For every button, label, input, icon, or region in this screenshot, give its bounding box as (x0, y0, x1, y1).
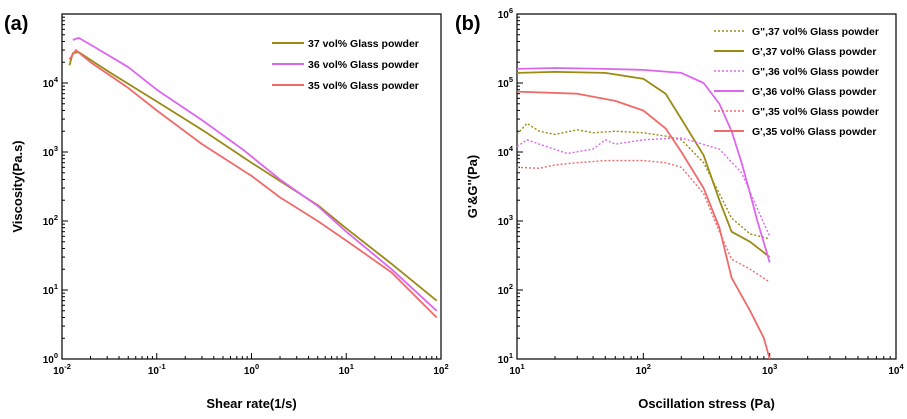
y-tick-label: 101 (498, 351, 513, 366)
panel-b-modulus-chart: 101 102 103 104 101 102 103 104 105 106 Oscillatio… (455, 6, 904, 411)
x-tick-label: 102 (433, 362, 448, 377)
y-tick-label: 105 (498, 75, 513, 90)
x-tick-label: 10-2 (53, 362, 71, 377)
x-tick-label: 10-1 (148, 362, 166, 377)
series-line-35-vol-glass-powder (68, 49, 438, 319)
legend-label: G',35 vol% Glass powder (752, 126, 876, 138)
y-tick-label: 101 (43, 282, 58, 297)
x-tick-label: 102 (636, 362, 651, 377)
panel-a-viscosity-chart: 10-2 10-1 100 101 102 100 101 102 103 104 Shear ra… (4, 13, 449, 411)
series-line-36-vol-glass-powder (72, 37, 438, 312)
legend-label: G",35 vol% Glass powder (752, 106, 879, 118)
panel-label: (b) (455, 13, 481, 35)
x-tick-label: 101 (339, 362, 354, 377)
series-line-g-35-vol-glass-powder (516, 90, 771, 360)
y-tick-label: 102 (43, 213, 58, 228)
x-tick-label: 104 (888, 362, 904, 377)
series-line-g-37-vol-glass-powder (516, 122, 770, 240)
series-line-g-36-vol-glass-powder (516, 137, 771, 237)
x-tick-label: 100 (244, 362, 259, 377)
y-tick-label: 103 (43, 144, 58, 159)
legend-label: G',36 vol% Glass powder (752, 86, 876, 98)
x-tick-label: 103 (762, 362, 777, 377)
legend: G",37 vol% Glass powder G',37 vol% Glass … (714, 26, 879, 138)
legend-label: G",36 vol% Glass powder (752, 66, 879, 78)
y-tick-label: 100 (43, 351, 58, 366)
legend-label: G",37 vol% Glass powder (752, 26, 879, 38)
series-line-g-36-vol-glass-powder (516, 67, 771, 263)
legend-label: 37 vol% Glass powder (308, 38, 419, 50)
x-tick-label: 101 (509, 362, 524, 377)
y-tick-label: 102 (498, 282, 513, 297)
y-tick-label: 104 (43, 75, 59, 90)
legend: 37 vol% Glass powder 36 vol% Glass powder… (272, 38, 419, 92)
legend-label: 36 vol% Glass powder (308, 59, 419, 71)
y-axis-title: Viscosity(Pa.s) (10, 140, 25, 232)
series-line-g-37-vol-glass-powder (516, 71, 771, 258)
x-axis-title: Shear rate(1/s) (206, 396, 296, 411)
legend-label: 35 vol% Glass powder (308, 80, 419, 92)
panel-label: (a) (4, 13, 28, 35)
y-tick-label: 103 (498, 213, 513, 228)
y-tick-label: 104 (498, 144, 514, 159)
legend-label: G',37 vol% Glass powder (752, 46, 876, 58)
series-line-g-35-vol-glass-powder (516, 159, 771, 283)
y-tick-label: 106 (498, 6, 513, 21)
y-axis-title: G'&G''(Pa) (465, 155, 480, 218)
plot-frame (516, 13, 897, 360)
x-axis-title: Oscillation stress (Pa) (638, 396, 775, 411)
